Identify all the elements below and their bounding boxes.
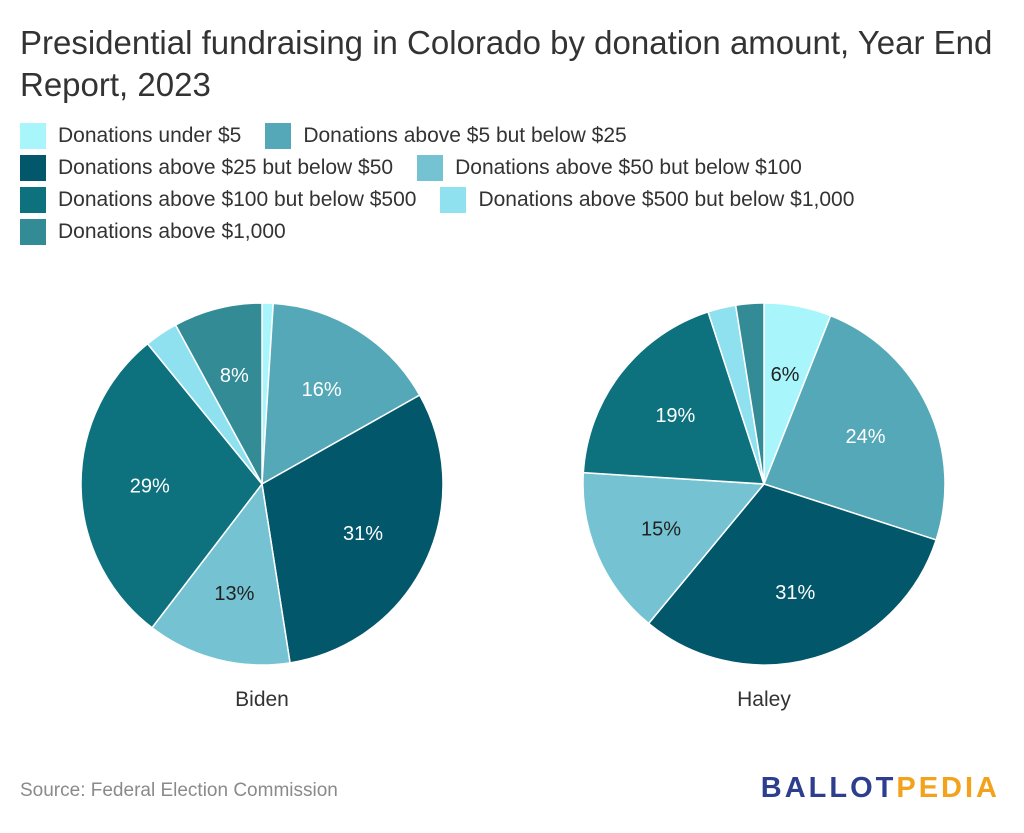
- chart-title: Presidential fundraising in Colorado by …: [20, 24, 993, 103]
- slice-data-label: 13%: [214, 583, 254, 605]
- legend-row: Donations above $100 but below $500 Dona…: [20, 184, 1010, 216]
- pie-name-label: Haley: [737, 688, 791, 711]
- legend-item-above-1000: Donations above $1,000: [20, 219, 286, 245]
- logo-part-1: BALLOT: [760, 772, 897, 804]
- ballotpedia-logo: BALLOTPEDIA: [761, 772, 1000, 805]
- pie-slice: [261, 302, 421, 486]
- slice-data-label: 24%: [846, 426, 886, 448]
- slice-data-label: 31%: [343, 523, 383, 545]
- source-note: Source: Federal Election Commission: [20, 780, 338, 801]
- legend-label: Donations above $100 but below $500: [58, 188, 417, 211]
- legend: Donations under $5 Donations above $5 bu…: [20, 120, 1010, 248]
- slice-data-label: 6%: [771, 364, 800, 386]
- legend-swatch: [417, 155, 444, 181]
- slice-data-label: 31%: [775, 582, 815, 604]
- legend-item-under-5: Donations under $5: [20, 123, 241, 149]
- legend-label: Donations above $50 but below $100: [455, 156, 802, 179]
- pie-slice: [734, 302, 765, 485]
- legend-label: Donations above $25 but below $50: [58, 156, 394, 179]
- pie-slice: [763, 314, 946, 541]
- pie-slice: [150, 482, 291, 666]
- legend-swatch: [440, 187, 467, 213]
- legend-row: Donations under $5 Donations above $5 bu…: [20, 120, 1010, 152]
- legend-row: Donations above $1,000: [20, 216, 1010, 248]
- legend-label: Donations under $5: [58, 124, 242, 147]
- legend-label: Donations above $5 but below $25: [303, 124, 627, 147]
- slice-data-label: 29%: [130, 476, 170, 498]
- pie-name-label: Biden: [235, 688, 289, 711]
- legend-item-100-500: Donations above $100 but below $500: [20, 187, 416, 213]
- legend-item-50-100: Donations above $50 but below $100: [417, 155, 802, 181]
- legend-swatch: [20, 123, 46, 149]
- legend-item-500-1000: Donations above $500 but below $1,000: [440, 187, 854, 213]
- legend-swatch: [265, 123, 292, 149]
- pie-slice: [80, 342, 263, 629]
- slice-data-label: 19%: [655, 405, 695, 427]
- pie-haley: 6% 24% 31% 15% 19% Haley: [582, 302, 946, 711]
- legend-swatch: [20, 155, 46, 181]
- legend-label: Donations above $1,000: [58, 220, 286, 243]
- pie-slice: [261, 394, 444, 664]
- pie-biden: 16% 31% 13% 29% 8% Biden: [80, 302, 444, 711]
- pie-slice: [582, 471, 766, 625]
- pie-slice: [647, 483, 938, 666]
- legend-swatch: [20, 187, 46, 213]
- slice-data-label: 15%: [641, 519, 681, 541]
- legend-swatch: [20, 219, 46, 245]
- legend-label: Donations above $500 but below $1,000: [478, 188, 855, 211]
- slice-data-label: 16%: [302, 379, 342, 401]
- legend-item-25-50: Donations above $25 but below $50: [20, 155, 393, 181]
- slice-data-label: 8%: [220, 365, 249, 387]
- pie-slice: [582, 310, 766, 485]
- pie-slice: [174, 302, 263, 485]
- legend-row: Donations above $25 but below $50 Donati…: [20, 152, 1010, 184]
- logo-part-2: PEDIA: [896, 772, 1000, 804]
- legend-item-5-25: Donations above $5 but below $25: [265, 123, 627, 149]
